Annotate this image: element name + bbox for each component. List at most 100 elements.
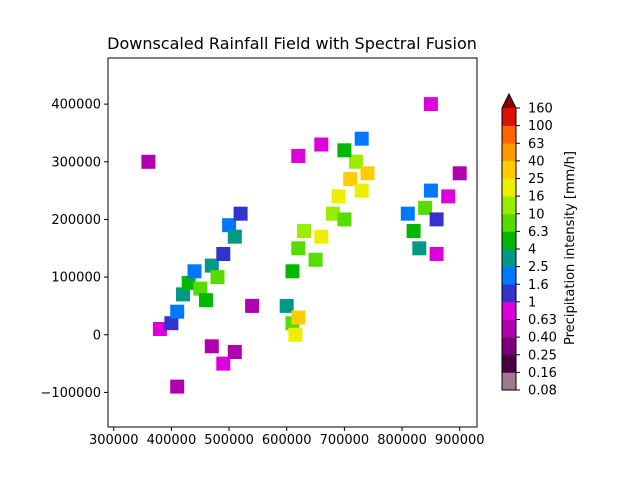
- rain-cell: [199, 293, 213, 308]
- rain-cell: [291, 241, 306, 256]
- rain-cell: [204, 339, 219, 354]
- rain-cell: [187, 264, 202, 279]
- colorbar-tick-label: 0.40: [528, 331, 557, 346]
- x-tick-label: 700000: [320, 433, 370, 448]
- rain-cell: [181, 275, 196, 290]
- colorbar-tick-label: 1.6: [528, 278, 549, 293]
- rain-cell: [222, 218, 237, 233]
- rain-cell: [360, 166, 375, 181]
- rain-cell: [429, 247, 444, 261]
- colorbar-segment: [502, 213, 516, 232]
- x-axis: 300000 400000 500000 600000 700000 800000 9000…: [89, 427, 485, 448]
- rain-cell: [314, 137, 329, 152]
- colorbar-outline: [501, 92, 517, 391]
- y-tick-label: 0: [93, 328, 101, 343]
- y-tick-label: 200000: [51, 213, 101, 228]
- rain-cell: [291, 310, 306, 325]
- rain-cell: [227, 345, 242, 359]
- x-tick-label: 400000: [147, 433, 197, 448]
- colorbar-tick-label: 0.08: [528, 384, 557, 399]
- colorbar-segment: [502, 319, 516, 338]
- rain-cell: [429, 212, 444, 227]
- colorbar-segment: [502, 337, 516, 356]
- colorbar-tick-label: 4: [528, 243, 536, 258]
- colorbar-segment: [502, 372, 516, 391]
- rain-cell: [288, 327, 303, 342]
- rain-cell: [170, 379, 185, 394]
- rain-cell: [297, 224, 311, 238]
- plot-area: [107, 57, 478, 428]
- colorbar-tick-label: 25: [528, 172, 545, 187]
- x-tick-label: 900000: [435, 433, 485, 448]
- rain-cell: [400, 206, 415, 221]
- colorbar-tick-label: 40: [528, 154, 545, 169]
- rain-cell: [325, 206, 340, 221]
- colorbar-tick-label: 10: [528, 207, 545, 222]
- rain-cell: [314, 229, 329, 244]
- rain-cell: [227, 229, 242, 244]
- rain-cell: [354, 131, 369, 146]
- colorbar-segment: [502, 125, 516, 144]
- rain-cell: [210, 270, 225, 285]
- colorbar-tick-label: 0.25: [528, 348, 557, 363]
- rain-cell: [152, 322, 167, 336]
- colorbar-segment: [502, 249, 516, 267]
- colorbar-segment: [502, 354, 516, 373]
- y-tick-label: −100000: [40, 386, 101, 401]
- rain-cell: [176, 287, 190, 302]
- plot-frame: [107, 57, 478, 428]
- rain-cell: [204, 258, 219, 273]
- y-axis: −100000 0 100000 200000 300000 400000: [40, 98, 108, 401]
- colorbar-segment: [502, 160, 516, 179]
- rain-cell: [441, 189, 456, 204]
- colorbar-tick-label: 160: [528, 102, 553, 117]
- colorbar-tick-label: 100: [528, 119, 553, 134]
- colorbar-segment: [502, 196, 516, 215]
- y-tick-label: 300000: [51, 155, 101, 170]
- colorbar-tick-label: 63: [528, 137, 545, 152]
- y-tick-label: 400000: [51, 98, 101, 113]
- rain-cell: [423, 97, 438, 112]
- colorbar-segment: [502, 108, 516, 126]
- rain-cell: [348, 154, 363, 169]
- colorbar-segment: [502, 231, 516, 250]
- x-tick-label: 800000: [377, 433, 427, 448]
- rain-cell: [412, 241, 427, 256]
- rain-cell: [308, 252, 323, 267]
- rain-cell: [170, 304, 185, 319]
- rain-cell: [423, 183, 438, 198]
- rain-cell: [193, 281, 208, 296]
- x-tick-label: 300000: [89, 433, 139, 448]
- colorbar-segment: [502, 301, 516, 320]
- rain-cell: [141, 154, 156, 169]
- colorbar-segment: [502, 178, 516, 197]
- x-tick-label: 600000: [262, 433, 312, 448]
- rain-cell: [216, 247, 231, 261]
- rain-cell: [279, 298, 294, 313]
- rain-cell: [343, 172, 358, 187]
- colorbar-label: Precipitation intensity [mm/h]: [563, 151, 578, 345]
- colorbar: 0.08 0.16 0.25 0.40 0.63 1 1.6 2.5 4 6.3 10 16 25 40 6…: [501, 92, 557, 399]
- colorbar-tick-label: 6.3: [528, 225, 549, 240]
- colorbar-tick-label: 2.5: [528, 260, 549, 275]
- rain-cell: [331, 189, 346, 204]
- rain-cell: [216, 356, 231, 371]
- rain-cell: [291, 149, 306, 163]
- colorbar-tick-label: 0.16: [528, 366, 557, 381]
- rain-cell: [285, 264, 300, 279]
- colorbar-tick-label: 1: [528, 295, 536, 310]
- y-tick-label: 100000: [51, 271, 101, 286]
- rain-cell: [337, 143, 352, 158]
- x-tick-label: 500000: [204, 433, 254, 448]
- rain-field: [141, 97, 467, 394]
- colorbar-extend-arrow: [502, 94, 516, 108]
- colorbar-segment: [502, 143, 516, 162]
- rain-cell: [406, 224, 421, 238]
- colorbar-tick-label: 16: [528, 190, 545, 205]
- rain-cell: [354, 183, 369, 198]
- rain-cell: [418, 200, 433, 215]
- colorbar-segment: [502, 266, 516, 285]
- rain-cell: [337, 212, 352, 227]
- colorbar-segment: [502, 284, 516, 303]
